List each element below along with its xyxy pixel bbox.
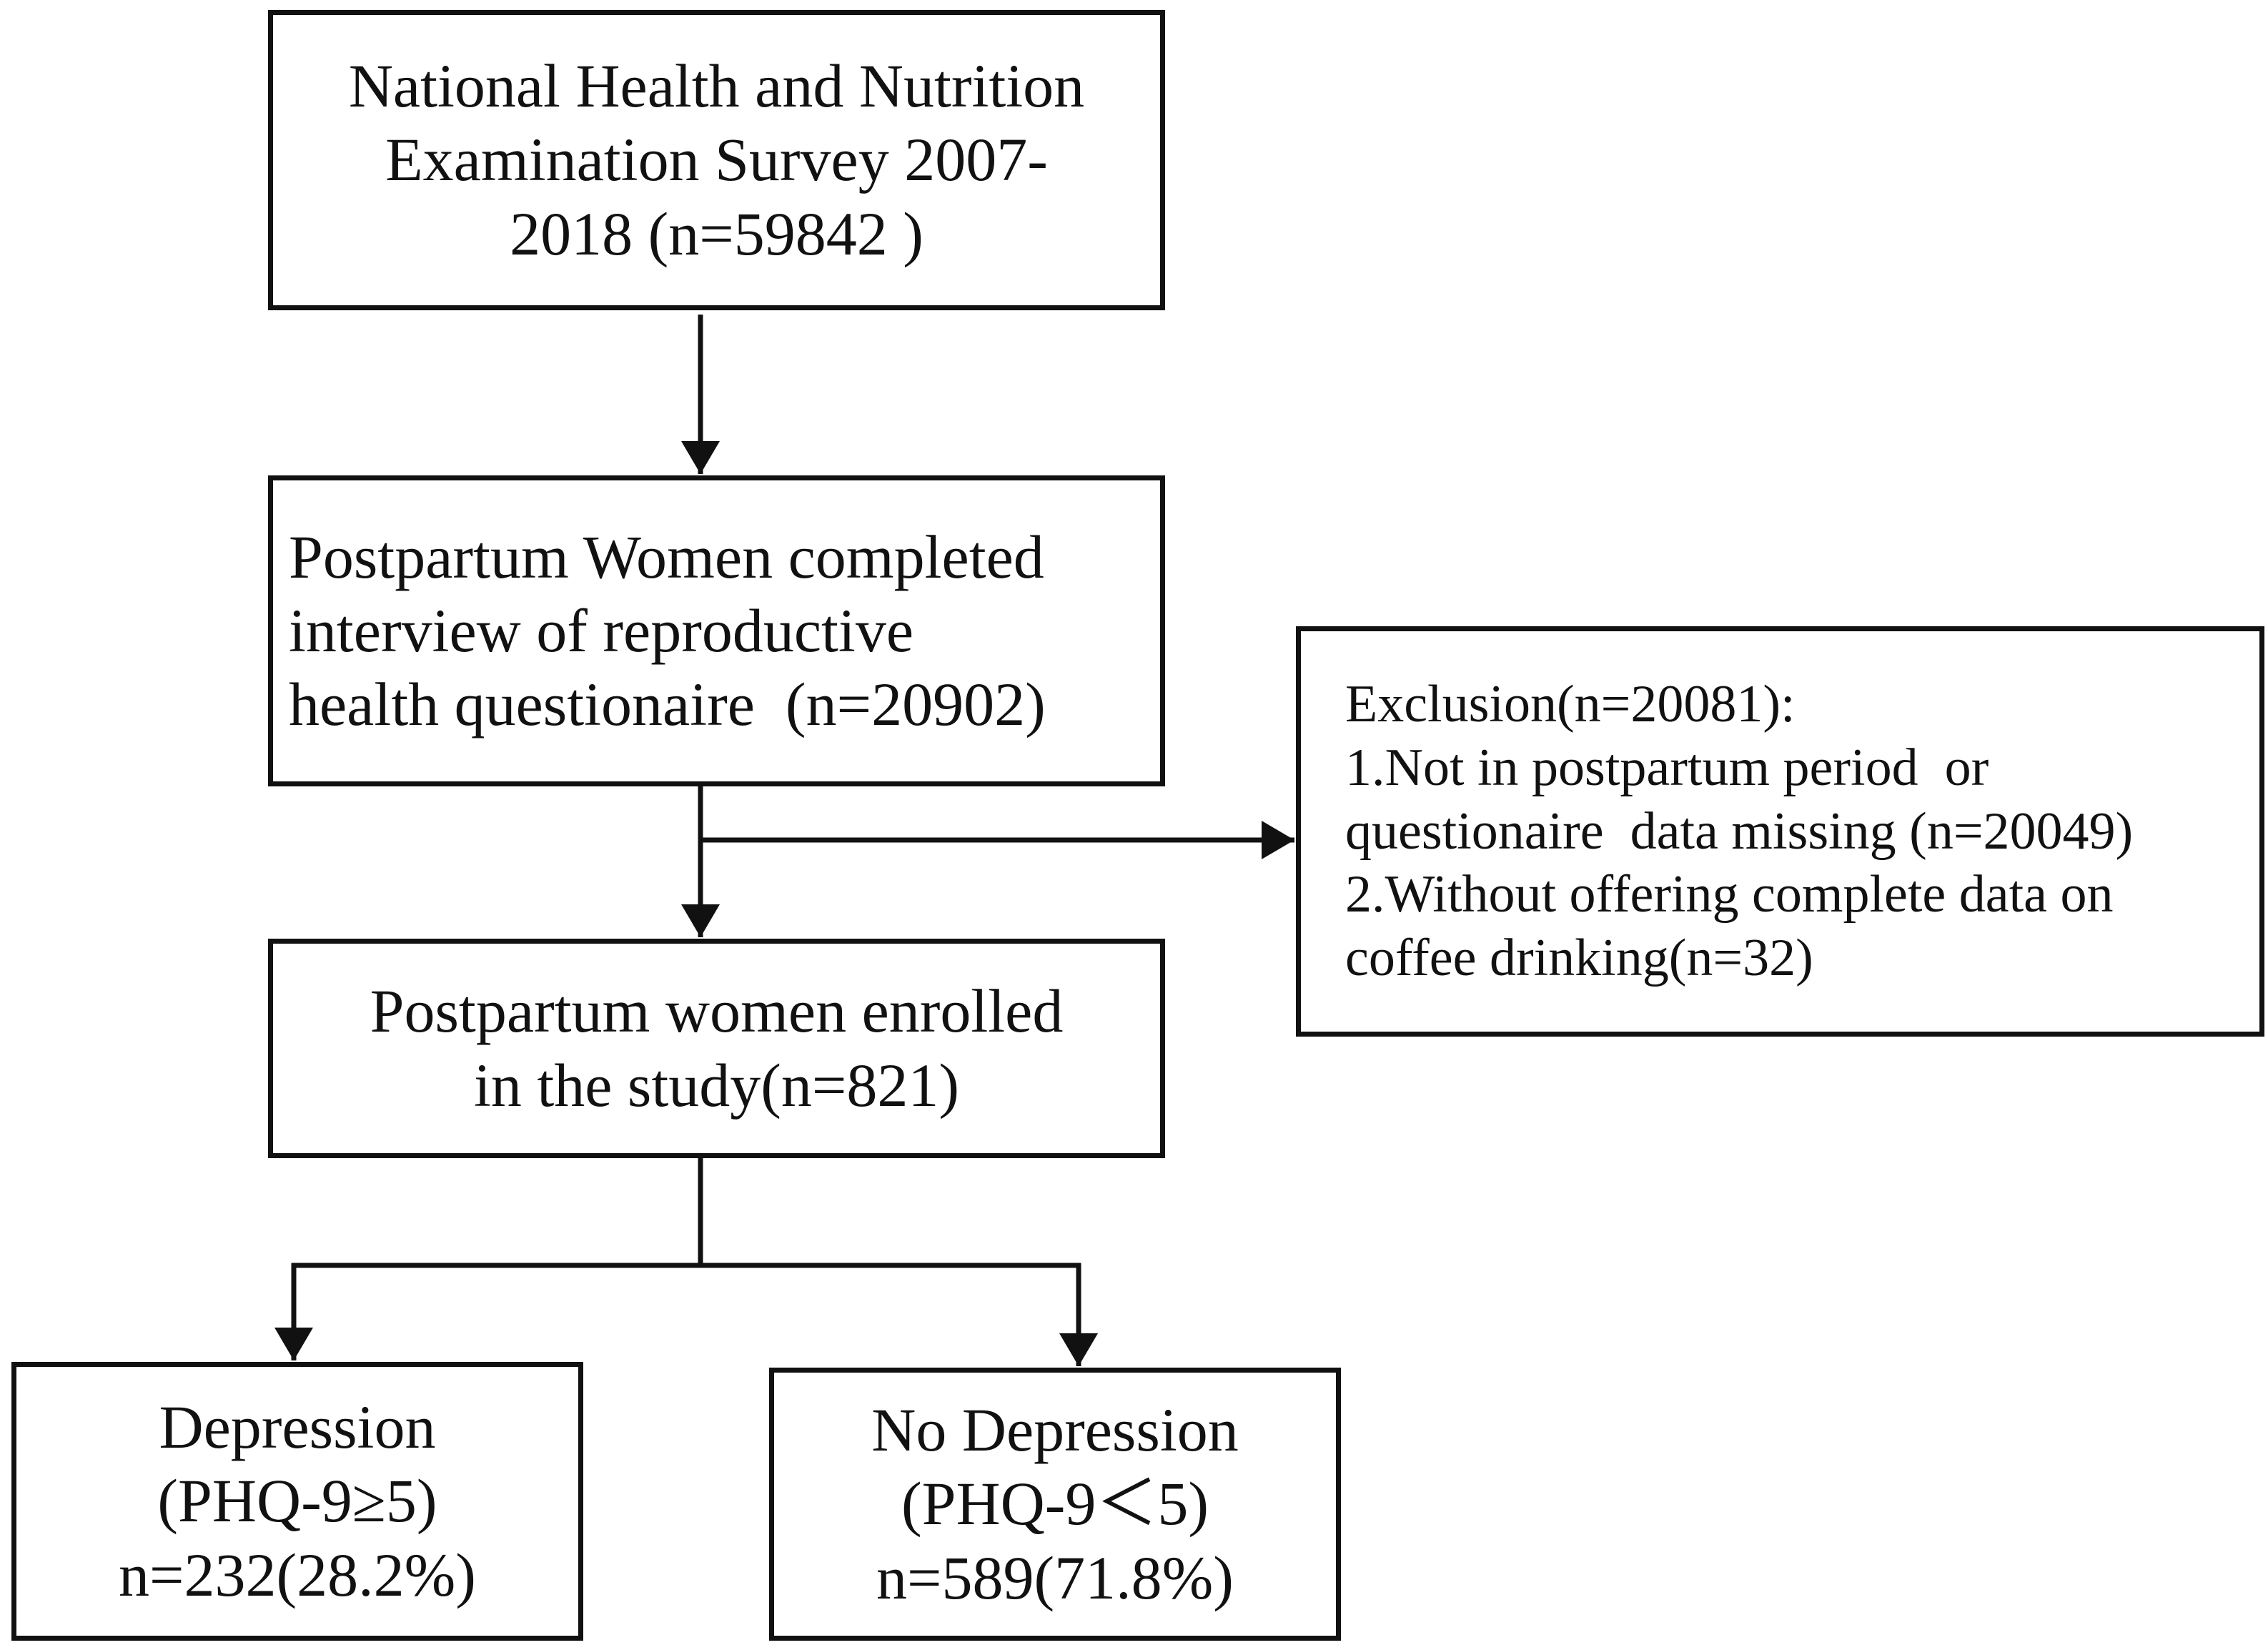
node-enrolled-line-1: Postpartum women enrolled [370,977,1064,1046]
node-completed-line-1: Postpartum Women completed [289,522,1044,591]
node-completed-line-2: interview of reproductive [289,596,913,665]
node-exclusion: Exclusion(n=20081): 1.Not in postpartum … [1296,626,2264,1037]
node-no-depression: No Depression (PHQ-9＜5) n=589(71.8%) [769,1368,1341,1641]
node-source-line-2: Examination Survey 2007- [385,125,1048,194]
node-exclusion-line-3: questionaire data missing (n=20049) [1345,801,2134,861]
node-no-depression-line-1: No Depression [871,1395,1239,1465]
node-exclusion-line-2: 1.Not in postpartum period or [1345,738,1989,797]
node-enrolled-line-2: in the study(n=821) [473,1050,960,1120]
node-exclusion-line-4: 2.Without offering complete data on [1345,865,2114,924]
node-depression-line-3: n=232(28.2%) [119,1540,476,1609]
node-no-depression-line-3: n=589(71.8%) [876,1543,1234,1612]
node-depression: Depression (PHQ-9≥5) n=232(28.2%) [11,1362,583,1641]
node-completed-line-3: health questionaire (n=20902) [289,670,1046,739]
node-depression-line-1: Depression [159,1393,436,1462]
node-exclusion-line-1: Exclusion(n=20081): [1345,675,1796,733]
node-source-line-1: National Health and Nutrition [348,51,1085,121]
node-source: National Health and Nutrition Examinatio… [268,10,1165,310]
node-enrolled: Postpartum women enrolled in the study(n… [268,939,1165,1158]
node-depression-line-2: (PHQ-9≥5) [157,1466,437,1536]
node-source-line-3: 2018 (n=59842 ) [510,199,923,268]
node-no-depression-line-2: (PHQ-9＜5) [901,1469,1209,1538]
node-exclusion-line-5: coffee drinking(n=32) [1345,929,1813,988]
node-completed: Postpartum Women completed interview of … [268,475,1165,786]
